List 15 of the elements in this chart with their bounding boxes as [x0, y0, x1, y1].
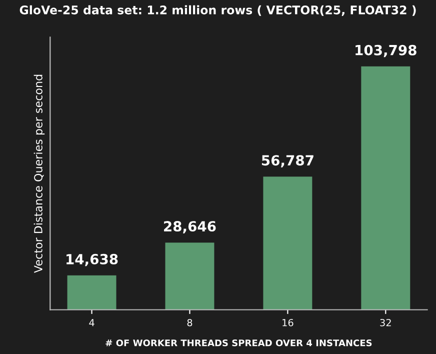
- bar: [165, 242, 214, 310]
- y-axis-title: Vector Distance Queries per second: [34, 74, 45, 273]
- data-label: 28,646: [164, 221, 216, 234]
- x-tick-label: 32: [380, 318, 391, 326]
- x-axis-title: # OF WORKER THREADS SPREAD OVER 4 INSTANCES: [106, 339, 372, 346]
- data-label: 56,787: [262, 155, 314, 168]
- x-tick-label: 4: [89, 319, 94, 326]
- data-label: 14,638: [66, 254, 118, 266]
- bar: [67, 275, 116, 310]
- x-tick-label: 8: [187, 318, 192, 326]
- bar: [361, 66, 410, 310]
- x-tick-label: 16: [282, 318, 294, 326]
- chart-title: GloVe-25 data set: 1.2 million rows ( VECTOR(25, FLOAT32 ): [20, 5, 416, 16]
- bar: [263, 176, 312, 310]
- data-label: 103,798: [356, 44, 416, 58]
